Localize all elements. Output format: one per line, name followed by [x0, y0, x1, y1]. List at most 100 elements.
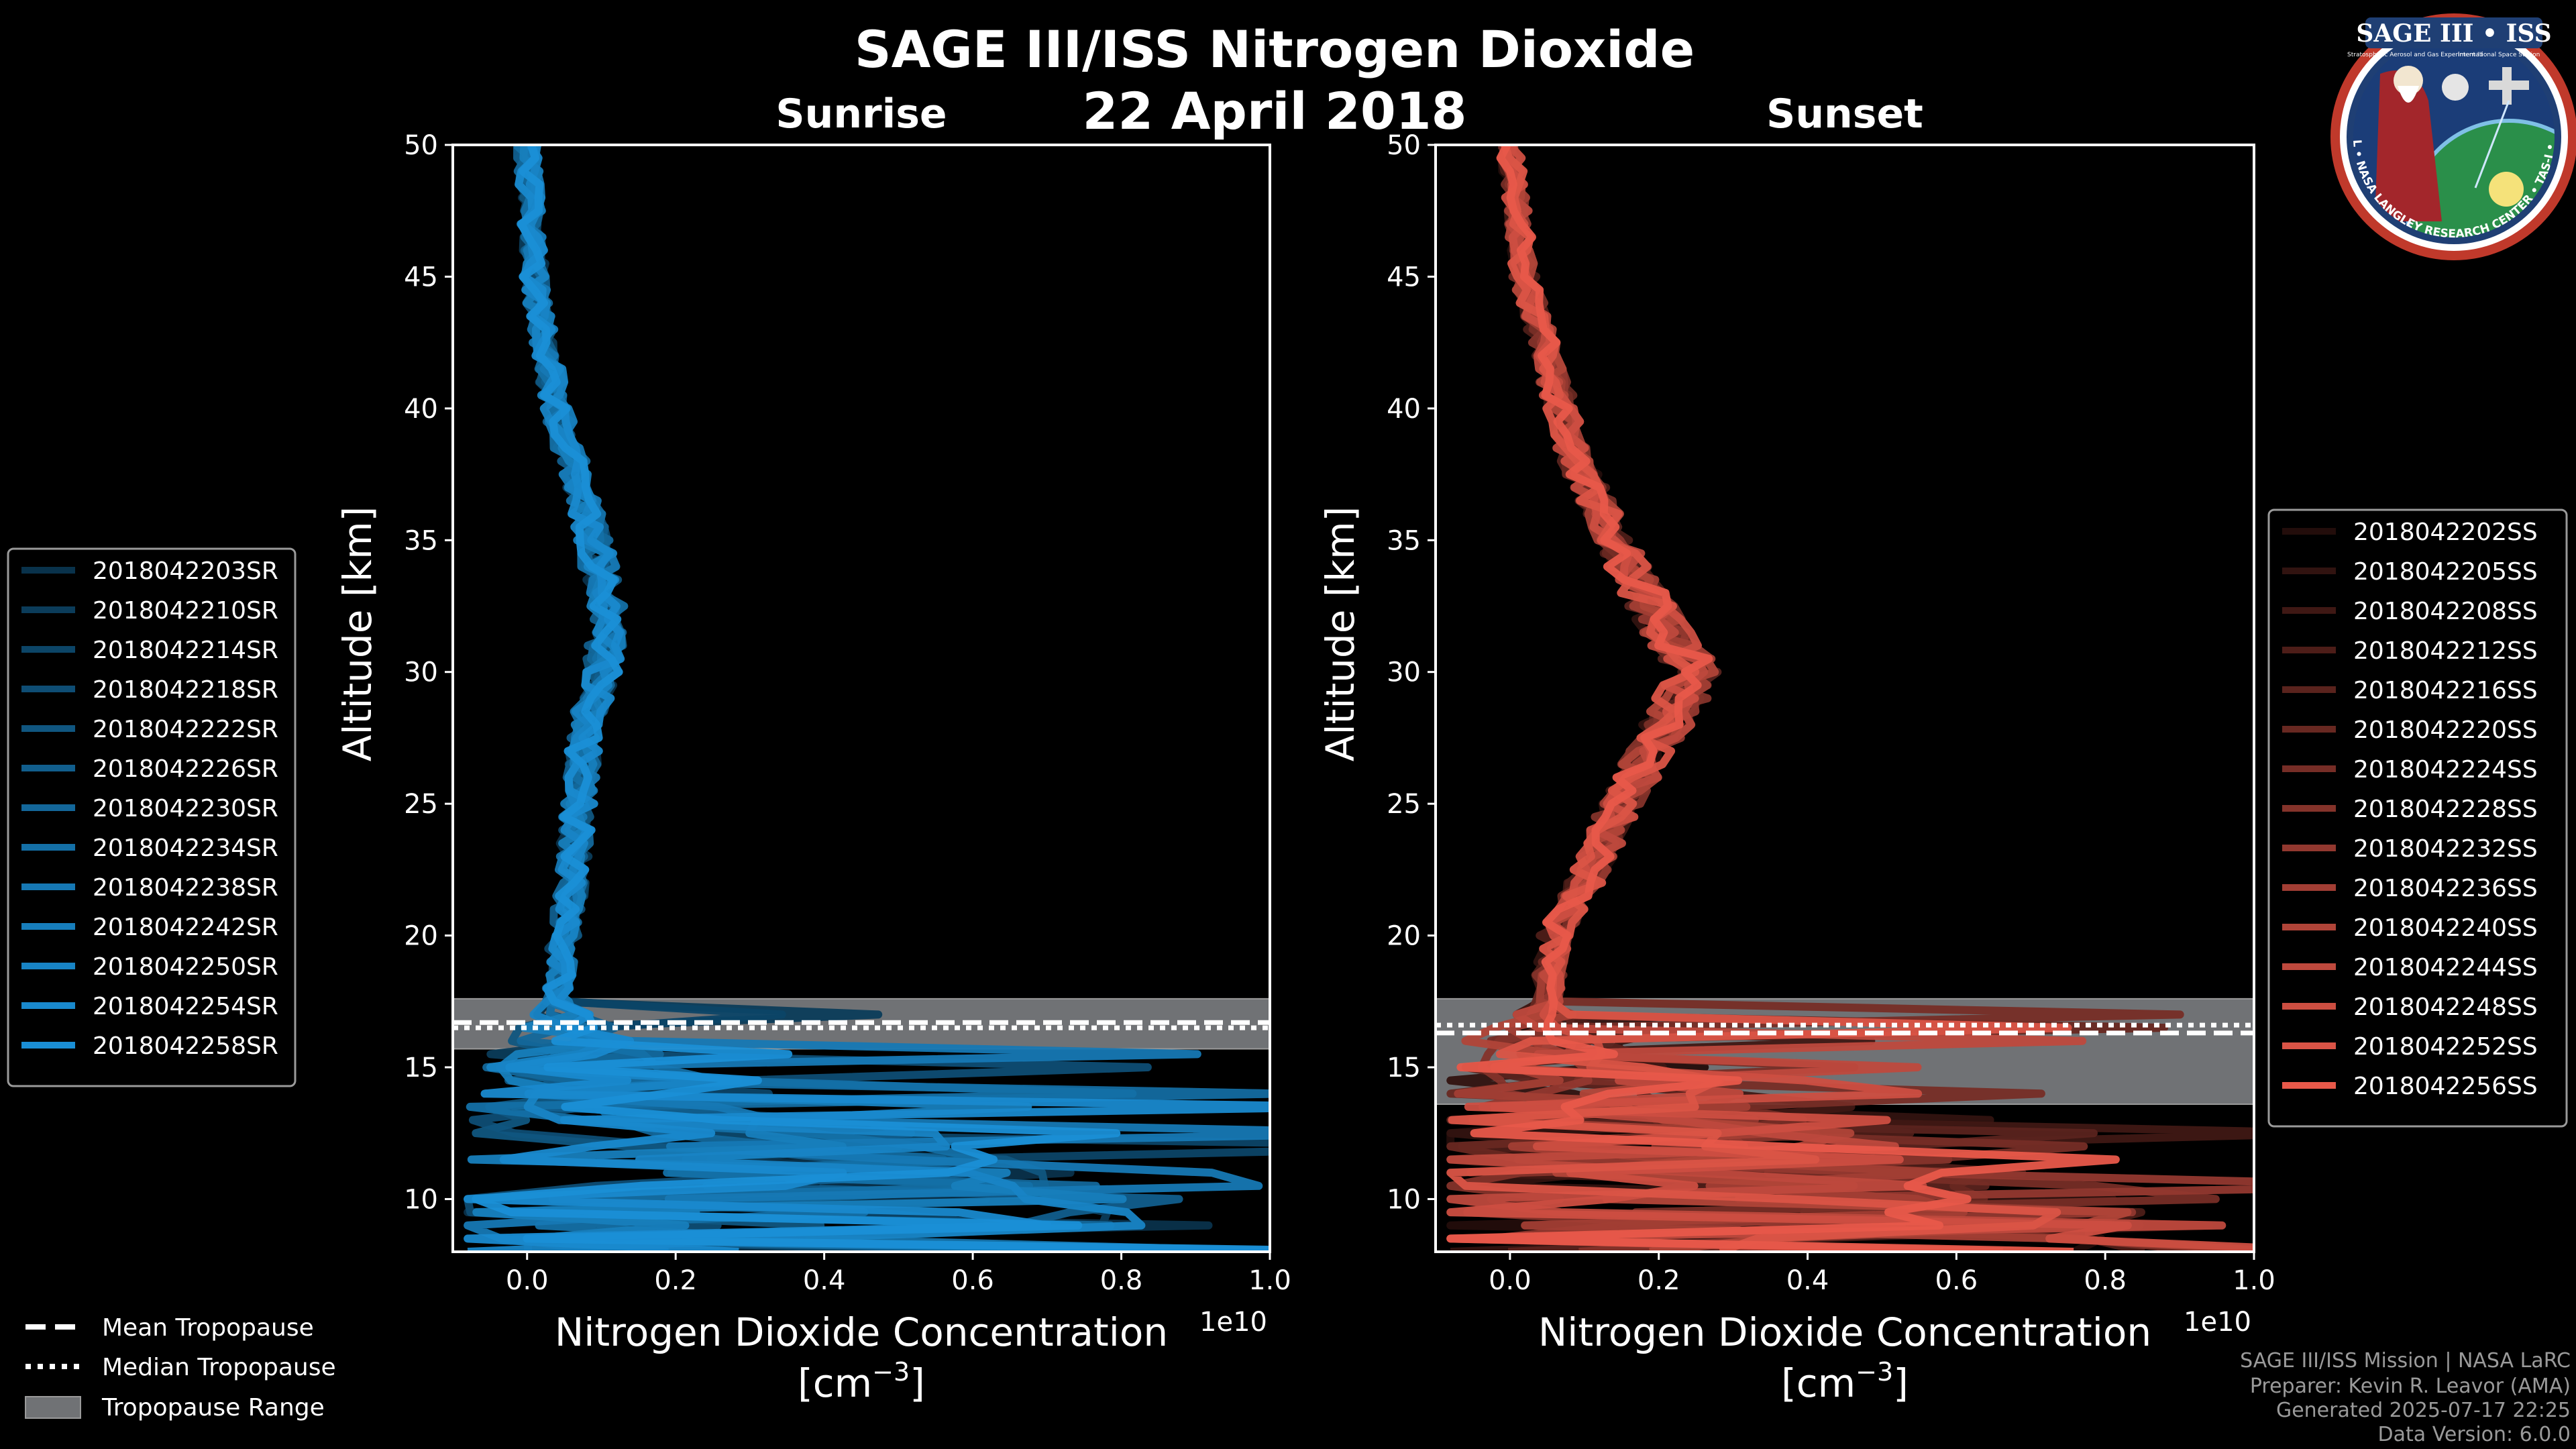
- sunset-legend-label: 2018042216SS: [2353, 677, 2538, 704]
- sunrise-ytick-label: 15: [404, 1053, 438, 1083]
- sunset-panel: Sunset 0.0 0.2 0.4 0.6 0.8 1.0 10 15 20 25 30 35 40 45…: [1318, 91, 2275, 1406]
- sunrise-xtick-label: 0.8: [1100, 1265, 1143, 1296]
- sunrise-axes-frame: [451, 144, 1271, 1253]
- sunset-x-unit-base: [cm: [1781, 1360, 1856, 1406]
- sunset-ytick-label: 10: [1387, 1184, 1421, 1215]
- logo-title: SAGE III • ISS: [2356, 19, 2551, 48]
- sunset-legend-label: 2018042205SS: [2353, 558, 2538, 586]
- sunrise-xtick-label: 0.2: [654, 1265, 697, 1296]
- sunrise-legend-label: 2018042242SR: [93, 914, 278, 941]
- sunrise-legend-label: 2018042210SR: [93, 597, 278, 625]
- sunset-ytick-label: 50: [1387, 130, 1421, 161]
- logo-sun-icon: [2489, 172, 2524, 207]
- sunset-legend-label: 2018042252SS: [2353, 1033, 2538, 1061]
- sunrise-ytick-label: 30: [404, 657, 438, 688]
- sunrise-legend-label: 2018042218SR: [93, 676, 278, 704]
- sunrise-legend-box: [7, 547, 297, 1087]
- mean-tropopause-label: Mean Tropopause: [102, 1314, 314, 1342]
- sunset-xtick-label: 0.6: [1935, 1265, 1978, 1296]
- sunset-xtick-label: 1.0: [2233, 1265, 2275, 1296]
- sunrise-legend: 2018042203SR 2018042210SR 2018042214SR 2018…: [7, 547, 297, 1087]
- tropopause-legend: Mean Tropopause Median Tropopause Tropop…: [25, 1314, 336, 1421]
- sunrise-legend-label: 2018042230SR: [93, 795, 278, 822]
- sunset-xtick-label: 0.8: [2084, 1265, 2127, 1296]
- sunset-panel-title: Sunset: [1766, 91, 1923, 138]
- sunset-series-lines: [1446, 145, 2254, 1252]
- sunrise-series-2018042254SR: [464, 145, 1270, 1252]
- sunset-legend-label: 2018042224SS: [2353, 756, 2538, 784]
- sunrise-legend-label: 2018042214SR: [93, 637, 278, 664]
- sunset-legend-label: 2018042228SS: [2353, 796, 2538, 823]
- credit-preparer: Preparer: Kevin R. Leavor (AMA): [2250, 1375, 2571, 1398]
- sunset-x-axis-unit: [cm−3]: [1781, 1357, 1909, 1406]
- sunrise-panel-title: Sunrise: [775, 91, 947, 138]
- sunrise-legend-label: 2018042226SR: [93, 755, 278, 783]
- sunset-ytick-label: 45: [1387, 262, 1421, 292]
- sunrise-x-unit-end: ]: [910, 1360, 925, 1406]
- sunrise-ytick-label: 45: [404, 262, 438, 292]
- credit-data-version: Data Version: 6.0.0: [2378, 1423, 2571, 1446]
- sunset-xtick-label: 0.0: [1489, 1265, 1532, 1296]
- sunset-legend-label: 2018042220SS: [2353, 716, 2538, 744]
- sunset-xtick-label: 0.2: [1638, 1265, 1680, 1296]
- credit-mission: SAGE III/ISS Mission | NASA LaRC: [2240, 1349, 2571, 1373]
- sunrise-x-axis-label: Nitrogen Dioxide Concentration: [555, 1309, 1168, 1355]
- sunrise-ytick-label: 40: [404, 394, 438, 425]
- sunset-xtick-label: 0.4: [1786, 1265, 1829, 1296]
- sunrise-x-unit-exp: −3: [872, 1357, 910, 1387]
- sunrise-panel: Sunrise 0.0 0.2 0.4 0.6 0.8 1.0 10 15 20 25 30 35 40 4…: [335, 91, 1291, 1406]
- logo-sage-figure-icon: [2375, 70, 2442, 221]
- sunset-x-axis-label: Nitrogen Dioxide Concentration: [1538, 1309, 2151, 1355]
- sunset-x-unit-exp: −3: [1856, 1357, 1893, 1387]
- sunrise-ytick-label: 50: [404, 130, 438, 161]
- sunset-legend-label: 2018042240SS: [2353, 914, 2538, 942]
- sunset-axes-frame: [1434, 144, 2255, 1253]
- sunset-ytick-label: 40: [1387, 394, 1421, 425]
- tropopause-range-swatch: [25, 1396, 81, 1419]
- figure-title: SAGE III/ISS Nitrogen Dioxide: [855, 19, 1695, 79]
- sunrise-series-lines: [464, 145, 1270, 1252]
- sunrise-ytick-label: 10: [404, 1184, 438, 1215]
- tropopause-range-label: Tropopause Range: [101, 1394, 325, 1421]
- sunrise-y-axis-label: Altitude [km]: [335, 506, 380, 761]
- sunrise-ytick-label: 35: [404, 525, 438, 556]
- logo-subtext-left: Stratospheric Aerosol and Gas Experiment…: [2347, 52, 2483, 58]
- sunrise-legend-label: 2018042222SR: [93, 716, 278, 743]
- logo-subtext-right: International Space Station: [2458, 52, 2540, 58]
- sunset-x-unit-end: ]: [1893, 1360, 1909, 1406]
- sunset-ytick-label: 35: [1387, 525, 1421, 556]
- sunset-legend-label: 2018042208SS: [2353, 598, 2538, 625]
- sunrise-xtick-label: 1.0: [1248, 1265, 1291, 1296]
- credit-generated: Generated 2025-07-17 22:25: [2276, 1399, 2571, 1422]
- sunset-legend-label: 2018042256SS: [2353, 1073, 2538, 1100]
- median-tropopause-label: Median Tropopause: [102, 1354, 336, 1381]
- sunset-legend-box: [2267, 508, 2568, 1128]
- sunrise-ytick-label: 25: [404, 789, 438, 820]
- sunset-ytick-label: 20: [1387, 921, 1421, 952]
- sunset-legend: 2018042202SS 2018042205SS 2018042208SS 2018…: [2267, 508, 2568, 1128]
- sunset-legend-label: 2018042236SS: [2353, 875, 2538, 902]
- sunrise-ytick-label: 20: [404, 921, 438, 952]
- figure-date: 22 April 2018: [1082, 81, 1466, 141]
- credits: SAGE III/ISS Mission | NASA LaRC Prepare…: [2240, 1349, 2571, 1446]
- sunset-plot-area: [1436, 145, 2254, 1252]
- sunset-legend-label: 2018042202SS: [2353, 519, 2538, 546]
- sunrise-xtick-label: 0.6: [951, 1265, 994, 1296]
- sunrise-x-axis-unit: [cm−3]: [798, 1357, 925, 1406]
- sunrise-xtick-label: 0.4: [803, 1265, 846, 1296]
- sunset-ytick-label: 25: [1387, 789, 1421, 820]
- sunset-series-2018042256SS: [1446, 145, 2120, 1252]
- sunset-y-axis-label: Altitude [km]: [1318, 506, 1363, 761]
- sunset-ytick-label: 30: [1387, 657, 1421, 688]
- sunset-ytick-label: 15: [1387, 1053, 1421, 1083]
- sunrise-xtick-label: 0.0: [506, 1265, 549, 1296]
- sunrise-legend-label: 2018042250SR: [93, 953, 278, 981]
- sunrise-legend-label: 2018042238SR: [93, 874, 278, 902]
- sunrise-legend-label: 2018042258SR: [93, 1032, 278, 1060]
- sunset-legend-label: 2018042248SS: [2353, 994, 2538, 1021]
- sunrise-legend-label: 2018042203SR: [93, 557, 278, 585]
- sunset-legend-label: 2018042244SS: [2353, 954, 2538, 981]
- sunrise-plot-area: [453, 145, 1270, 1252]
